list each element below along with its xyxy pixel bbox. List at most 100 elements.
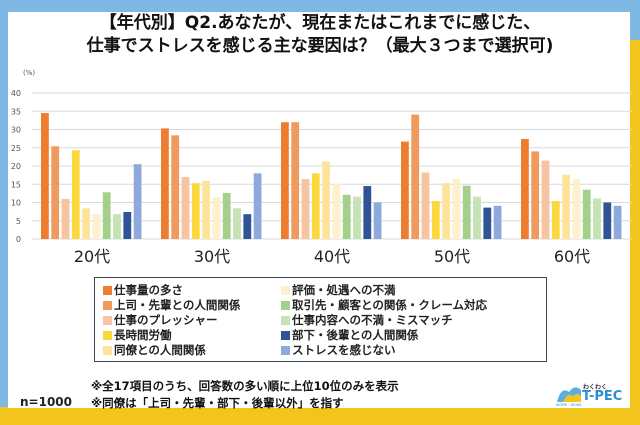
bar	[41, 113, 49, 239]
title-line-1: 【年代別】Q2.あなたが、現在またはこれまでに感じた、	[99, 13, 541, 33]
legend-swatch	[281, 286, 290, 295]
bar	[342, 194, 351, 239]
bar	[562, 174, 570, 239]
bar	[191, 183, 200, 239]
x-tick-label: 50代	[434, 247, 470, 266]
bar	[411, 114, 420, 239]
legend: 仕事量の多さ 上司・先輩との人間関係 仕事のプレッシャー 長時間労働 同僚との人間関係 評…	[94, 277, 547, 362]
bar	[291, 122, 300, 239]
bar	[322, 161, 330, 239]
y-tick-label: 5	[16, 217, 21, 226]
bar	[452, 178, 461, 239]
legend-label: 仕事量の多さ	[114, 283, 183, 297]
y-axis-label: (%)	[23, 69, 35, 77]
bar	[442, 183, 450, 239]
bar	[572, 178, 581, 239]
bar	[61, 198, 70, 239]
decor-yellow-bottom	[0, 407, 640, 425]
legend-item: 取引先・顧客との関係・クレーム対応	[281, 298, 487, 312]
bar	[222, 193, 231, 239]
bar	[212, 197, 221, 239]
x-tick-label: 40代	[314, 247, 350, 266]
bar	[92, 214, 101, 239]
bar	[332, 183, 341, 239]
y-tick-label: 30	[11, 126, 21, 135]
bar	[421, 172, 430, 239]
bar	[462, 185, 471, 239]
legend-item: 長時間労働	[103, 328, 172, 342]
logo-tagline: WORK・WORK	[556, 403, 582, 407]
bar	[551, 201, 560, 239]
y-tick-label: 25	[11, 144, 21, 153]
legend-item: 仕事内容への不満・ミスマッチ	[281, 313, 453, 327]
bar	[51, 146, 60, 239]
note-1: ※全17項目のうち、回答数の多い順に上位10位のみを表示	[91, 379, 399, 393]
bar	[253, 173, 262, 239]
legend-label: 評価・処遇への不満	[292, 283, 396, 297]
logo-small-text: わくわく	[583, 384, 608, 391]
legend-item: 上司・先輩との人間関係	[103, 298, 240, 312]
legend-swatch	[281, 316, 290, 325]
y-tick-label: 40	[11, 89, 21, 98]
bar	[123, 211, 132, 239]
bar	[541, 160, 550, 239]
bar	[582, 189, 591, 239]
sample-size: n=1000	[20, 395, 72, 409]
legend-swatch	[281, 301, 290, 310]
y-tick-label: 10	[11, 199, 21, 208]
legend-item: 仕事のプレッシャー	[103, 313, 218, 327]
y-tick-label: 20	[11, 162, 21, 171]
bar	[171, 135, 180, 239]
legend-label: 長時間労働	[114, 328, 172, 342]
y-tick-label: 15	[11, 180, 21, 189]
bar	[281, 122, 289, 239]
bar	[603, 202, 612, 239]
bar	[243, 214, 252, 239]
chart-title: 【年代別】Q2.あなたが、現在またはこれまでに感じた、 仕事でストレスを感じる主…	[0, 12, 640, 58]
legend-label: 取引先・顧客との関係・クレーム対応	[292, 298, 488, 312]
title-line-2: 仕事でストレスを感じる主な要因は？（最大３つまで選択可)	[86, 36, 554, 56]
bar	[71, 150, 80, 239]
legend-item: ストレスを感じない	[281, 343, 396, 357]
bar	[593, 198, 601, 239]
legend-swatch	[103, 286, 112, 295]
legend-label: 上司・先輩との人間関係	[114, 298, 241, 312]
bar	[401, 141, 409, 239]
legend-swatch	[281, 331, 290, 340]
bar	[473, 196, 481, 239]
y-tick-label: 35	[11, 107, 21, 116]
legend-item: 評価・処遇への不満	[281, 283, 396, 297]
legend-item: 仕事量の多さ	[103, 283, 183, 297]
bar	[161, 128, 169, 239]
y-tick-label: 0	[16, 235, 21, 244]
x-tick-label: 60代	[554, 247, 590, 266]
legend-swatch	[103, 316, 112, 325]
legend-swatch	[281, 346, 290, 355]
bar	[233, 208, 241, 239]
legend-swatch	[103, 346, 112, 355]
bar	[82, 208, 90, 239]
legend-label: 仕事内容への不満・ミスマッチ	[292, 313, 453, 327]
x-tick-label: 30代	[194, 247, 230, 266]
bar	[531, 151, 540, 239]
tpec-logo: わくわく T-PEC WORK・WORK	[555, 380, 625, 408]
bar	[301, 179, 310, 239]
legend-label: 仕事のプレッシャー	[114, 313, 218, 327]
bar	[133, 164, 142, 239]
legend-swatch	[103, 331, 112, 340]
bar	[113, 214, 121, 239]
legend-item: 部下・後輩との人間関係	[281, 328, 418, 342]
note-2: ※同僚は「上司・先輩・部下・後輩以外」を指す	[91, 396, 344, 410]
logo-mark-icon	[557, 387, 581, 402]
bar	[102, 192, 111, 239]
legend-label: 同僚との人間関係	[114, 343, 206, 357]
legend-swatch	[103, 301, 112, 310]
bar	[181, 176, 190, 239]
legend-label: ストレスを感じない	[292, 343, 396, 357]
bar	[373, 202, 382, 239]
bar	[202, 180, 210, 239]
bar	[483, 207, 492, 239]
bar	[311, 173, 320, 239]
bar	[431, 201, 440, 239]
